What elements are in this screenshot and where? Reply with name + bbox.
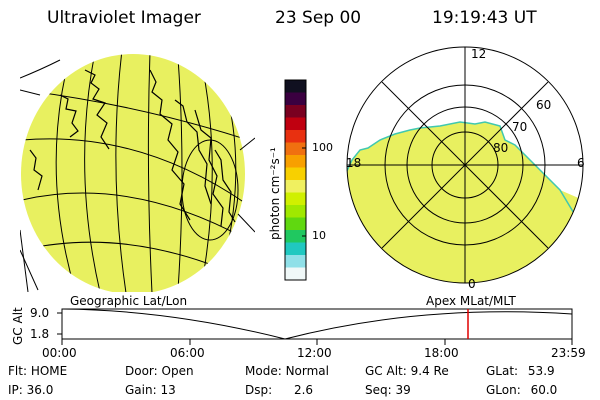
colorbar-tick-100: 100	[312, 141, 333, 154]
door-readout: Door: Open	[125, 364, 194, 378]
glat-value: 53.9	[527, 364, 555, 378]
instrument-title: Ultraviolet Imager	[47, 8, 201, 28]
colorbar-cell	[285, 142, 306, 156]
filter-value: HOME	[30, 364, 68, 378]
dsp-value: 2.6	[293, 383, 314, 397]
colorbar-cell	[285, 267, 306, 281]
mode-value: Normal	[285, 364, 329, 378]
gain-value: 13	[160, 383, 176, 397]
seq-value: 39	[395, 383, 411, 397]
apex-caption: Apex MLat/MLT	[426, 294, 516, 308]
colorbar-cell	[285, 80, 306, 93]
mlt-label-18: 18	[346, 156, 362, 170]
colorbar-tick-10: 10	[312, 229, 326, 242]
apex-polar-plot	[346, 46, 584, 284]
altitude-axis-label: GC Alt	[11, 307, 25, 345]
filter-readout: Flt: HOME	[8, 364, 68, 378]
lat-label-70: 70	[512, 120, 528, 134]
colorbar-unit-label: photon cm⁻²s⁻¹	[268, 147, 282, 240]
mlt-label-6: 6	[577, 156, 585, 170]
gcalt-value: 9.4 Re	[410, 364, 449, 378]
seq-readout: Seq: 39	[365, 383, 411, 397]
colorbar-cell	[285, 192, 306, 206]
altitude-plot	[57, 308, 573, 345]
gcalt-readout: GC Alt: 9.4 Re	[365, 364, 449, 378]
colorbar-cell	[285, 242, 306, 256]
colorbar-cell	[285, 230, 306, 243]
ip-value: 36.0	[26, 383, 54, 397]
colorbar-cell	[285, 105, 306, 118]
time-label: 19:19:43 UT	[432, 8, 537, 28]
earth-disk	[21, 54, 245, 292]
ip-readout: IP: 36.0	[8, 383, 54, 397]
colorbar-cell	[285, 205, 306, 218]
colorbar-cell	[285, 130, 306, 143]
dsp-readout: Dsp: 2.6	[245, 383, 314, 397]
colorbar-cell	[285, 117, 306, 131]
time-tick-0: 00:00	[42, 346, 77, 360]
colorbar-cell	[285, 155, 306, 168]
gain-readout: Gain: 13	[125, 383, 176, 397]
mode-readout: Mode: Normal	[245, 364, 329, 378]
glon-value: 60.0	[530, 383, 558, 397]
time-tick-4: 23:59	[551, 346, 586, 360]
time-tick-3: 18:00	[424, 346, 459, 360]
glon-readout: GLon: 60.0	[486, 383, 558, 397]
geographic-map	[20, 54, 255, 292]
colorbar	[284, 79, 307, 281]
door-value: Open	[161, 364, 194, 378]
lat-label-60: 60	[536, 98, 552, 112]
alt-tick-low: 1.8	[30, 327, 50, 341]
lat-label-80: 80	[493, 141, 509, 155]
date-label: 23 Sep 00	[275, 8, 362, 28]
time-tick-2: 12:00	[297, 346, 332, 360]
colorbar-cell	[285, 217, 306, 231]
colorbar-cell	[285, 255, 306, 268]
colorbar-cell	[285, 167, 306, 181]
time-tick-1: 06:00	[170, 346, 205, 360]
geographic-caption: Geographic Lat/Lon	[70, 294, 188, 308]
colorbar-cell	[285, 92, 306, 106]
colorbar-cell	[285, 180, 306, 193]
alt-tick-high: 9.0	[30, 306, 50, 320]
mlt-label-12: 12	[471, 47, 487, 61]
mlt-label-0: 0	[468, 277, 476, 291]
glat-readout: GLat: 53.9	[486, 364, 555, 378]
